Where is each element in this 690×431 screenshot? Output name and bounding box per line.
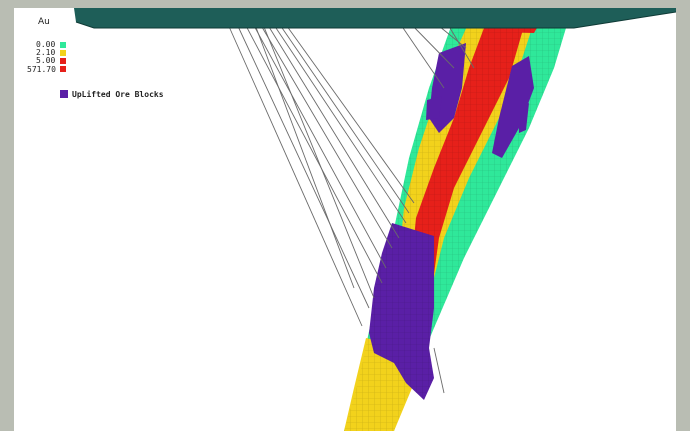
legend-label-2: 5.00 (36, 56, 56, 65)
overlay-swatch (60, 90, 68, 98)
orebody-scene[interactable] (14, 8, 676, 431)
legend-swatch-2 (60, 58, 66, 64)
3d-viewport[interactable]: Au 0.00 2.10 5.00 571.70 UpLifted Ore Bl… (14, 8, 676, 431)
drillholes (226, 17, 475, 394)
legend-title: Au (38, 17, 50, 27)
topographic-surface (74, 8, 676, 28)
legend-swatch-3 (60, 66, 66, 72)
legend-label-1: 2.10 (36, 48, 56, 57)
overlay-label: UpLifted Ore Blocks (72, 90, 164, 99)
legend-label-0: 0.00 (36, 40, 56, 49)
legend-swatch-0 (60, 42, 66, 48)
surface-edge (75, 11, 676, 29)
legend-label-3: 571.70 (27, 65, 56, 74)
legend-swatch-1 (60, 50, 66, 56)
